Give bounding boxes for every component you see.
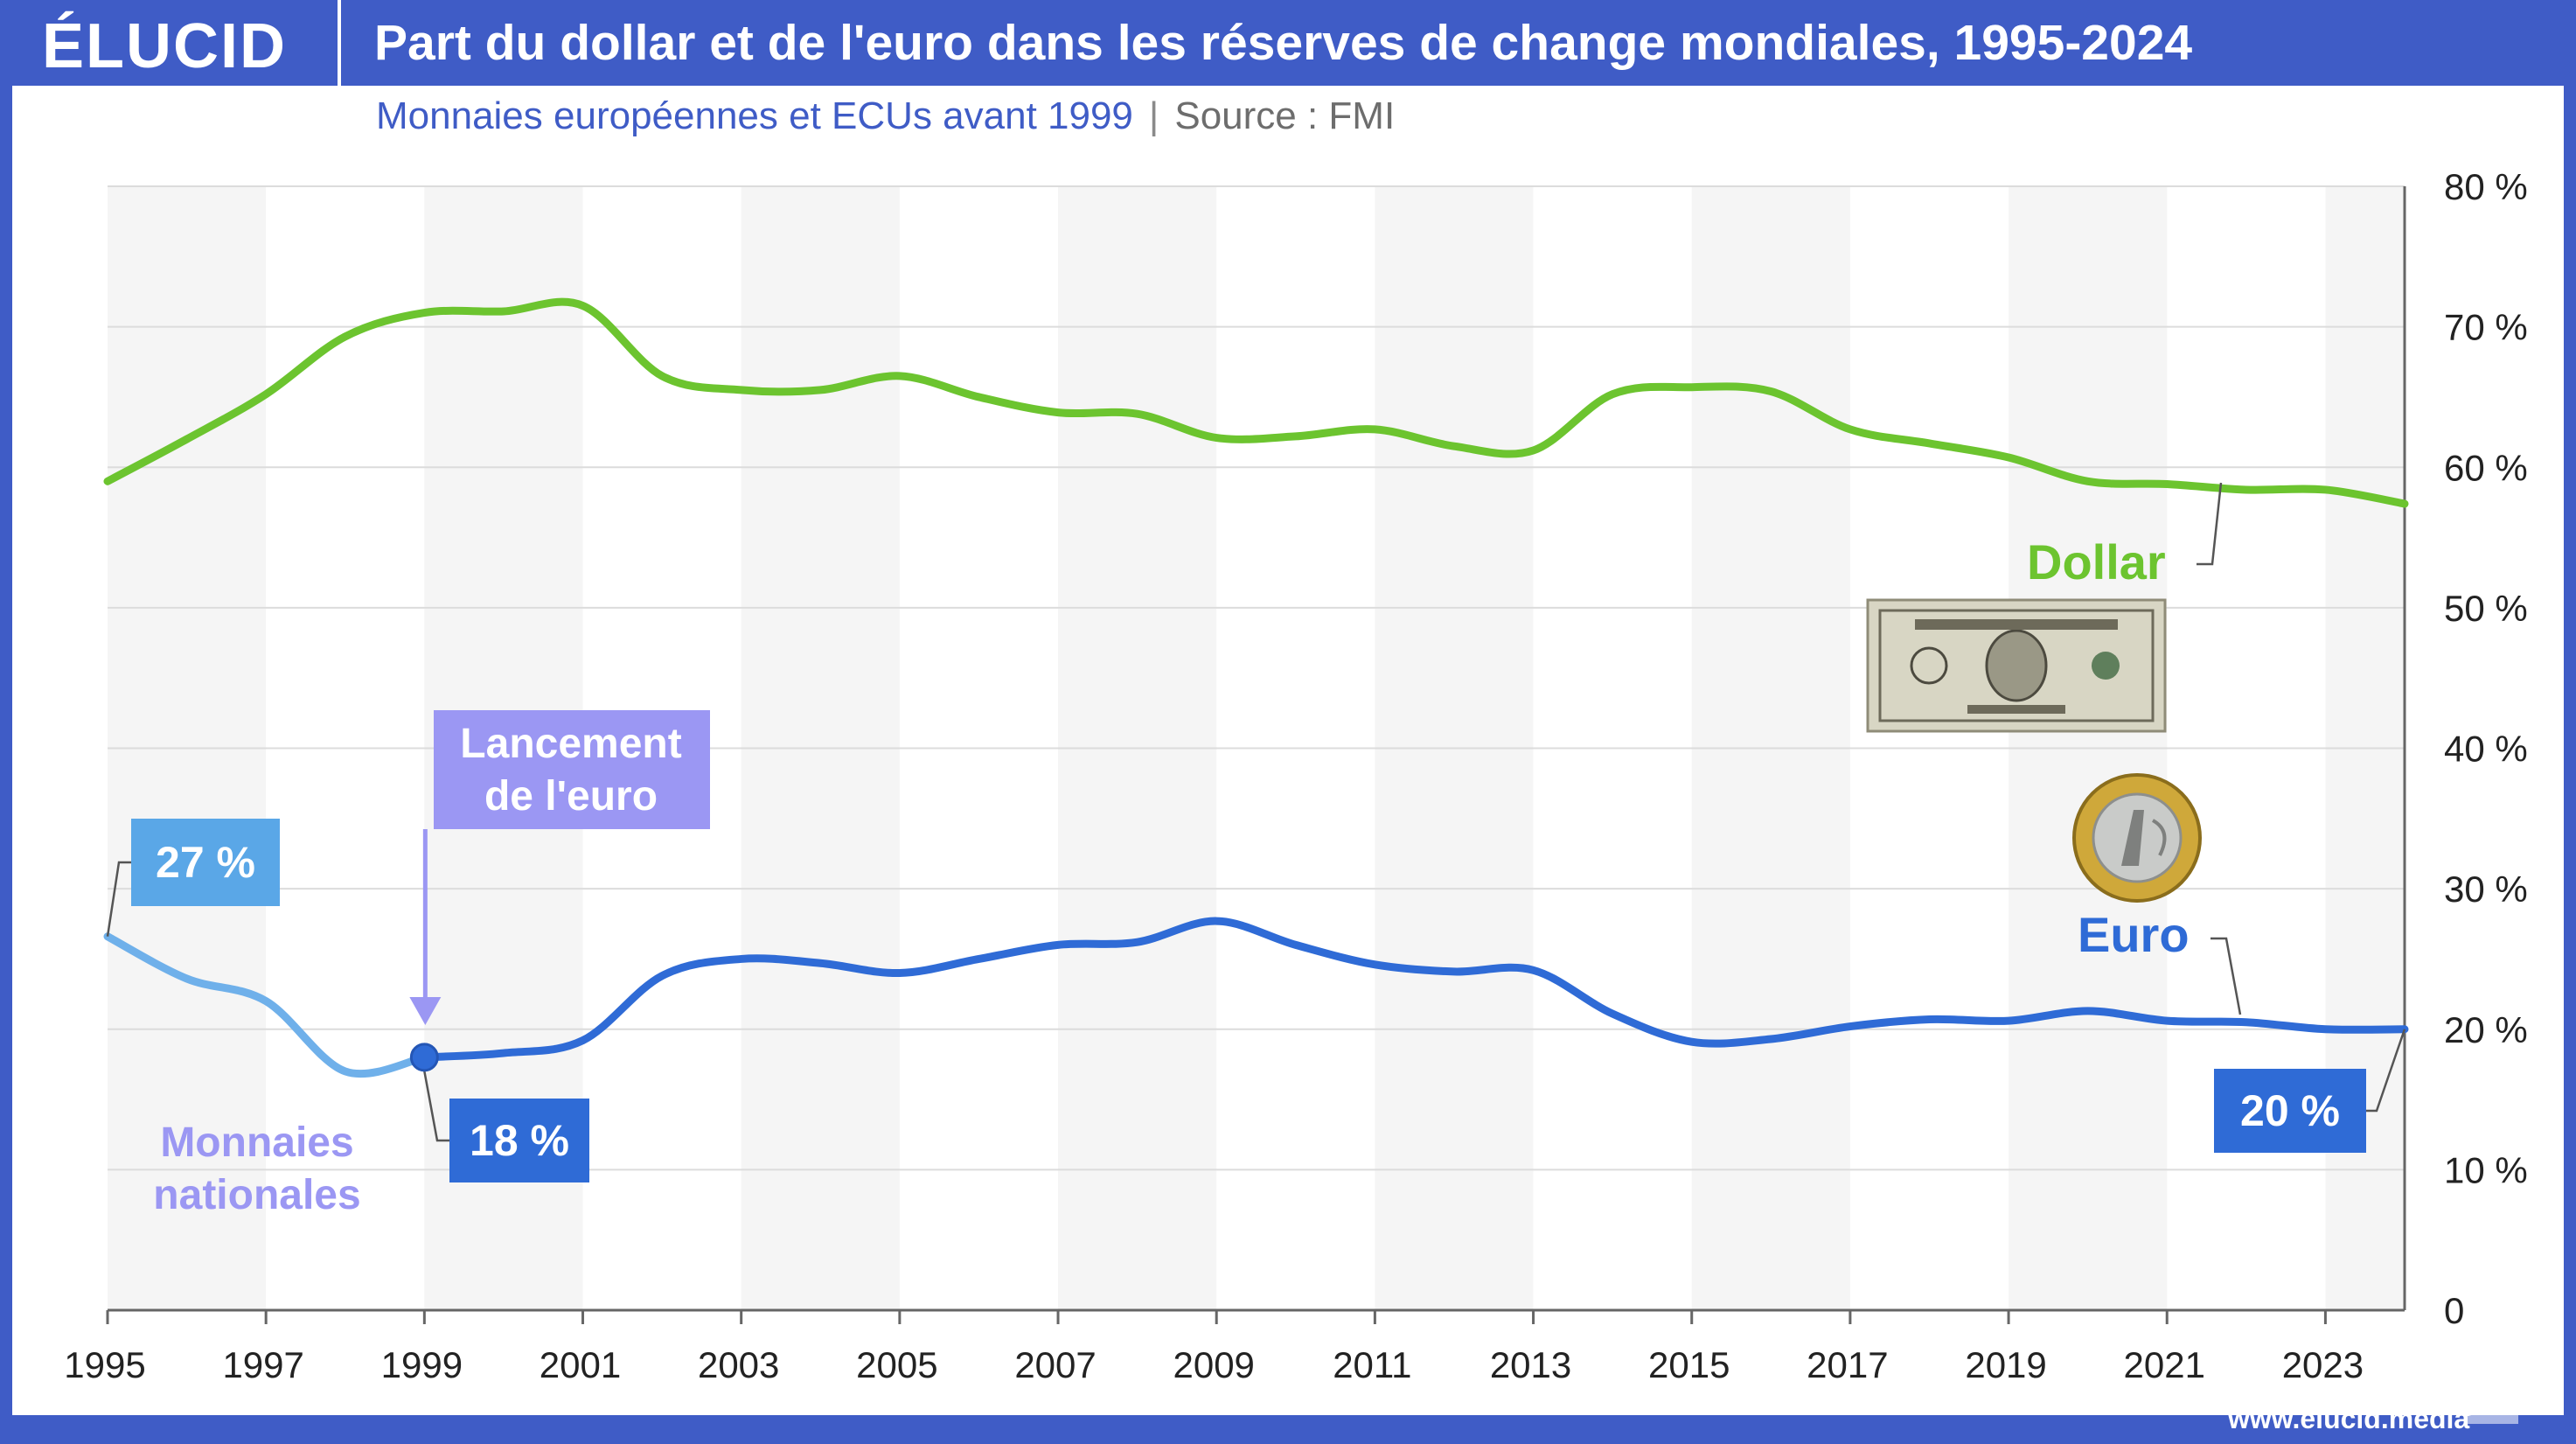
y-tick-label: 40 %: [2444, 729, 2528, 770]
bill-footer-band: [1967, 705, 2065, 714]
euro-leader-line: [2210, 937, 2242, 1015]
y-tick-label: 60 %: [2444, 447, 2528, 488]
y-tick-label: 70 %: [2444, 307, 2528, 348]
x-tick-label: 2001: [540, 1344, 621, 1385]
x-tick-label: 2007: [1014, 1344, 1096, 1385]
value-1999-leader: [423, 1071, 449, 1142]
subtitle-text: Monnaies européennes et ECUs avant 1999: [376, 94, 1133, 137]
value-label-1995-box: [131, 819, 280, 906]
value-label-1999-box: [449, 1099, 589, 1182]
y-tick-label: 0: [2444, 1290, 2464, 1331]
axes: 0 10 % 20 % 30 % 40 % 50 % 60 % 70 % 80 % 1995 199…: [64, 166, 2527, 1385]
source-text: Source : FMI: [1174, 94, 1396, 137]
x-tick-label: 2019: [1965, 1344, 2046, 1385]
dollar-series-line: [103, 297, 2409, 508]
dollar-bill-icon: [1866, 598, 2167, 733]
value-2024-leader: [2366, 1029, 2406, 1113]
footer-url[interactable]: www.elucid.media: [2228, 1403, 2470, 1434]
national-currencies-label-line1: Monnaies: [160, 1120, 353, 1166]
value-label-2024-box: [2214, 1069, 2366, 1153]
x-tick-label: 2009: [1173, 1344, 1254, 1385]
x-tick-label: 2023: [2282, 1344, 2364, 1385]
bill-portrait: [1985, 629, 2048, 702]
y-tick-label: 50 %: [2444, 588, 2528, 629]
x-tick-label: 2015: [1648, 1344, 1730, 1385]
logo: ÉLUCID: [42, 11, 287, 81]
logo-mark-icon: [2466, 1392, 2518, 1424]
launch-label-line2: de l'euro: [484, 773, 658, 820]
subtitle-separator: |: [1148, 94, 1159, 137]
x-tick-label: 1999: [381, 1344, 463, 1385]
y-tick-label: 30 %: [2444, 868, 2528, 910]
coin-map-mark: [2151, 819, 2167, 856]
annotations: Dollar Euro Monnaies nationales Lancement de …: [106, 482, 2406, 1218]
bill-border: [1878, 609, 2155, 722]
header-bar: ÉLUCID Part du dollar et de l'euro dans …: [0, 0, 2576, 86]
chart-subtitle: Monnaies européennes et ECUs avant 1999 |…: [376, 94, 1395, 138]
y-tick-label: 20 %: [2444, 1009, 2528, 1050]
y-tick-label: 10 %: [2444, 1149, 2528, 1190]
x-tick-label: 2003: [698, 1344, 779, 1385]
dollar-leader-line: [2197, 482, 2223, 566]
bill-seal: [1910, 646, 1948, 685]
bill-header-band: [1915, 619, 2118, 630]
y-tick-label: 80 %: [2444, 166, 2528, 207]
launch-label-box: [434, 710, 710, 829]
dollar-series-label: Dollar: [2027, 534, 2166, 589]
logo-divider: [338, 0, 341, 86]
euro-launch-point: [409, 1043, 439, 1072]
x-tick-label: 2017: [1807, 1344, 1888, 1385]
value-label-1995: 27 %: [156, 838, 255, 887]
x-tick-label: 2011: [1333, 1344, 1411, 1385]
national-currencies-series-line: [103, 932, 428, 1078]
euro-series-line: [420, 917, 2409, 1062]
euro-coin-icon: [2072, 773, 2202, 903]
national-currencies-label-line2: nationales: [153, 1172, 360, 1218]
euro-series-label: Euro: [2078, 907, 2190, 962]
value-label-2024: 20 %: [2240, 1086, 2340, 1135]
series-lines: [103, 297, 2409, 1078]
coin-numeral: [2121, 810, 2144, 866]
x-tick-label: 1997: [222, 1344, 303, 1385]
value-label-1999: 18 %: [470, 1116, 569, 1165]
chart-title: Part du dollar et de l'euro dans les rés…: [374, 15, 2193, 71]
x-tick-label: 2021: [2124, 1344, 2205, 1385]
launch-label-line1: Lancement: [460, 721, 681, 767]
x-tick-label: 2005: [856, 1344, 937, 1385]
launch-arrow-head: [409, 997, 442, 1025]
bill-treasury-seal: [2092, 652, 2120, 680]
x-tick-label: 2013: [1490, 1344, 1571, 1385]
x-tick-label: 1995: [64, 1344, 145, 1385]
value-1995-leader: [106, 861, 131, 937]
